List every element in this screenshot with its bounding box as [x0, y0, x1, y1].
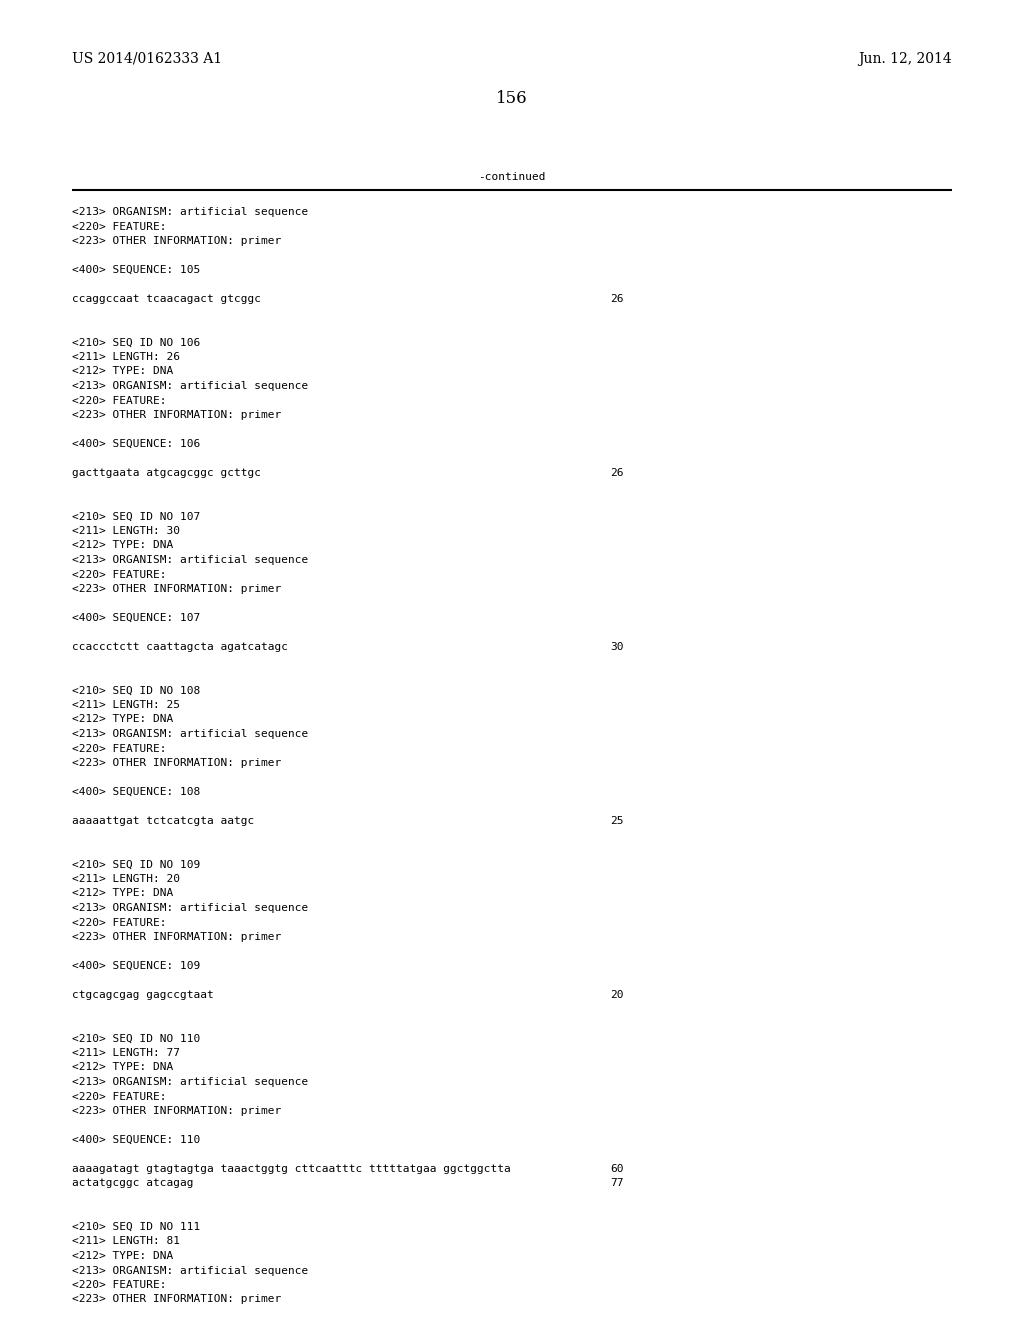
Text: <210> SEQ ID NO 106: <210> SEQ ID NO 106 — [72, 338, 201, 347]
Text: <212> TYPE: DNA: <212> TYPE: DNA — [72, 367, 173, 376]
Text: <212> TYPE: DNA: <212> TYPE: DNA — [72, 888, 173, 899]
Text: <210> SEQ ID NO 109: <210> SEQ ID NO 109 — [72, 859, 201, 870]
Text: <210> SEQ ID NO 108: <210> SEQ ID NO 108 — [72, 685, 201, 696]
Text: 25: 25 — [610, 816, 624, 826]
Text: <212> TYPE: DNA: <212> TYPE: DNA — [72, 540, 173, 550]
Text: ccaccctctt caattagcta agatcatagc: ccaccctctt caattagcta agatcatagc — [72, 642, 288, 652]
Text: aaaagatagt gtagtagtga taaactggtg cttcaatttc tttttatgaa ggctggctta: aaaagatagt gtagtagtga taaactggtg cttcaat… — [72, 1164, 511, 1173]
Text: <210> SEQ ID NO 111: <210> SEQ ID NO 111 — [72, 1222, 201, 1232]
Text: 60: 60 — [610, 1164, 624, 1173]
Text: 20: 20 — [610, 990, 624, 1001]
Text: <211> LENGTH: 26: <211> LENGTH: 26 — [72, 352, 180, 362]
Text: <213> ORGANISM: artificial sequence: <213> ORGANISM: artificial sequence — [72, 554, 308, 565]
Text: <220> FEATURE:: <220> FEATURE: — [72, 569, 167, 579]
Text: <223> OTHER INFORMATION: primer: <223> OTHER INFORMATION: primer — [72, 1106, 282, 1115]
Text: <211> LENGTH: 77: <211> LENGTH: 77 — [72, 1048, 180, 1059]
Text: <211> LENGTH: 20: <211> LENGTH: 20 — [72, 874, 180, 884]
Text: Jun. 12, 2014: Jun. 12, 2014 — [858, 51, 952, 66]
Text: <400> SEQUENCE: 109: <400> SEQUENCE: 109 — [72, 961, 201, 972]
Text: <211> LENGTH: 25: <211> LENGTH: 25 — [72, 700, 180, 710]
Text: <223> OTHER INFORMATION: primer: <223> OTHER INFORMATION: primer — [72, 932, 282, 942]
Text: <220> FEATURE:: <220> FEATURE: — [72, 1092, 167, 1101]
Text: <213> ORGANISM: artificial sequence: <213> ORGANISM: artificial sequence — [72, 207, 308, 216]
Text: <213> ORGANISM: artificial sequence: <213> ORGANISM: artificial sequence — [72, 729, 308, 739]
Text: <223> OTHER INFORMATION: primer: <223> OTHER INFORMATION: primer — [72, 411, 282, 420]
Text: <212> TYPE: DNA: <212> TYPE: DNA — [72, 1063, 173, 1072]
Text: actatgcggc atcagag: actatgcggc atcagag — [72, 1179, 194, 1188]
Text: 156: 156 — [497, 90, 527, 107]
Text: <212> TYPE: DNA: <212> TYPE: DNA — [72, 1251, 173, 1261]
Text: <210> SEQ ID NO 110: <210> SEQ ID NO 110 — [72, 1034, 201, 1044]
Text: <212> TYPE: DNA: <212> TYPE: DNA — [72, 714, 173, 725]
Text: <400> SEQUENCE: 105: <400> SEQUENCE: 105 — [72, 265, 201, 275]
Text: aaaaattgat tctcatcgta aatgc: aaaaattgat tctcatcgta aatgc — [72, 816, 254, 826]
Text: <213> ORGANISM: artificial sequence: <213> ORGANISM: artificial sequence — [72, 1266, 308, 1275]
Text: <220> FEATURE:: <220> FEATURE: — [72, 222, 167, 231]
Text: <220> FEATURE:: <220> FEATURE: — [72, 917, 167, 928]
Text: gacttgaata atgcagcggc gcttgc: gacttgaata atgcagcggc gcttgc — [72, 469, 261, 478]
Text: <400> SEQUENCE: 107: <400> SEQUENCE: 107 — [72, 612, 201, 623]
Text: -continued: -continued — [478, 172, 546, 182]
Text: ctgcagcgag gagccgtaat: ctgcagcgag gagccgtaat — [72, 990, 214, 1001]
Text: <220> FEATURE:: <220> FEATURE: — [72, 396, 167, 405]
Text: <213> ORGANISM: artificial sequence: <213> ORGANISM: artificial sequence — [72, 381, 308, 391]
Text: <400> SEQUENCE: 106: <400> SEQUENCE: 106 — [72, 440, 201, 449]
Text: <211> LENGTH: 81: <211> LENGTH: 81 — [72, 1237, 180, 1246]
Text: <223> OTHER INFORMATION: primer: <223> OTHER INFORMATION: primer — [72, 758, 282, 768]
Text: 26: 26 — [610, 294, 624, 304]
Text: <223> OTHER INFORMATION: primer: <223> OTHER INFORMATION: primer — [72, 1295, 282, 1304]
Text: <223> OTHER INFORMATION: primer: <223> OTHER INFORMATION: primer — [72, 583, 282, 594]
Text: <400> SEQUENCE: 108: <400> SEQUENCE: 108 — [72, 787, 201, 797]
Text: <220> FEATURE:: <220> FEATURE: — [72, 1280, 167, 1290]
Text: <211> LENGTH: 30: <211> LENGTH: 30 — [72, 525, 180, 536]
Text: 77: 77 — [610, 1179, 624, 1188]
Text: US 2014/0162333 A1: US 2014/0162333 A1 — [72, 51, 222, 66]
Text: <210> SEQ ID NO 107: <210> SEQ ID NO 107 — [72, 511, 201, 521]
Text: <400> SEQUENCE: 110: <400> SEQUENCE: 110 — [72, 1135, 201, 1144]
Text: 26: 26 — [610, 469, 624, 478]
Text: <213> ORGANISM: artificial sequence: <213> ORGANISM: artificial sequence — [72, 903, 308, 913]
Text: ccaggccaat tcaacagact gtcggc: ccaggccaat tcaacagact gtcggc — [72, 294, 261, 304]
Text: 30: 30 — [610, 642, 624, 652]
Text: <223> OTHER INFORMATION: primer: <223> OTHER INFORMATION: primer — [72, 236, 282, 246]
Text: <213> ORGANISM: artificial sequence: <213> ORGANISM: artificial sequence — [72, 1077, 308, 1086]
Text: <220> FEATURE:: <220> FEATURE: — [72, 743, 167, 754]
